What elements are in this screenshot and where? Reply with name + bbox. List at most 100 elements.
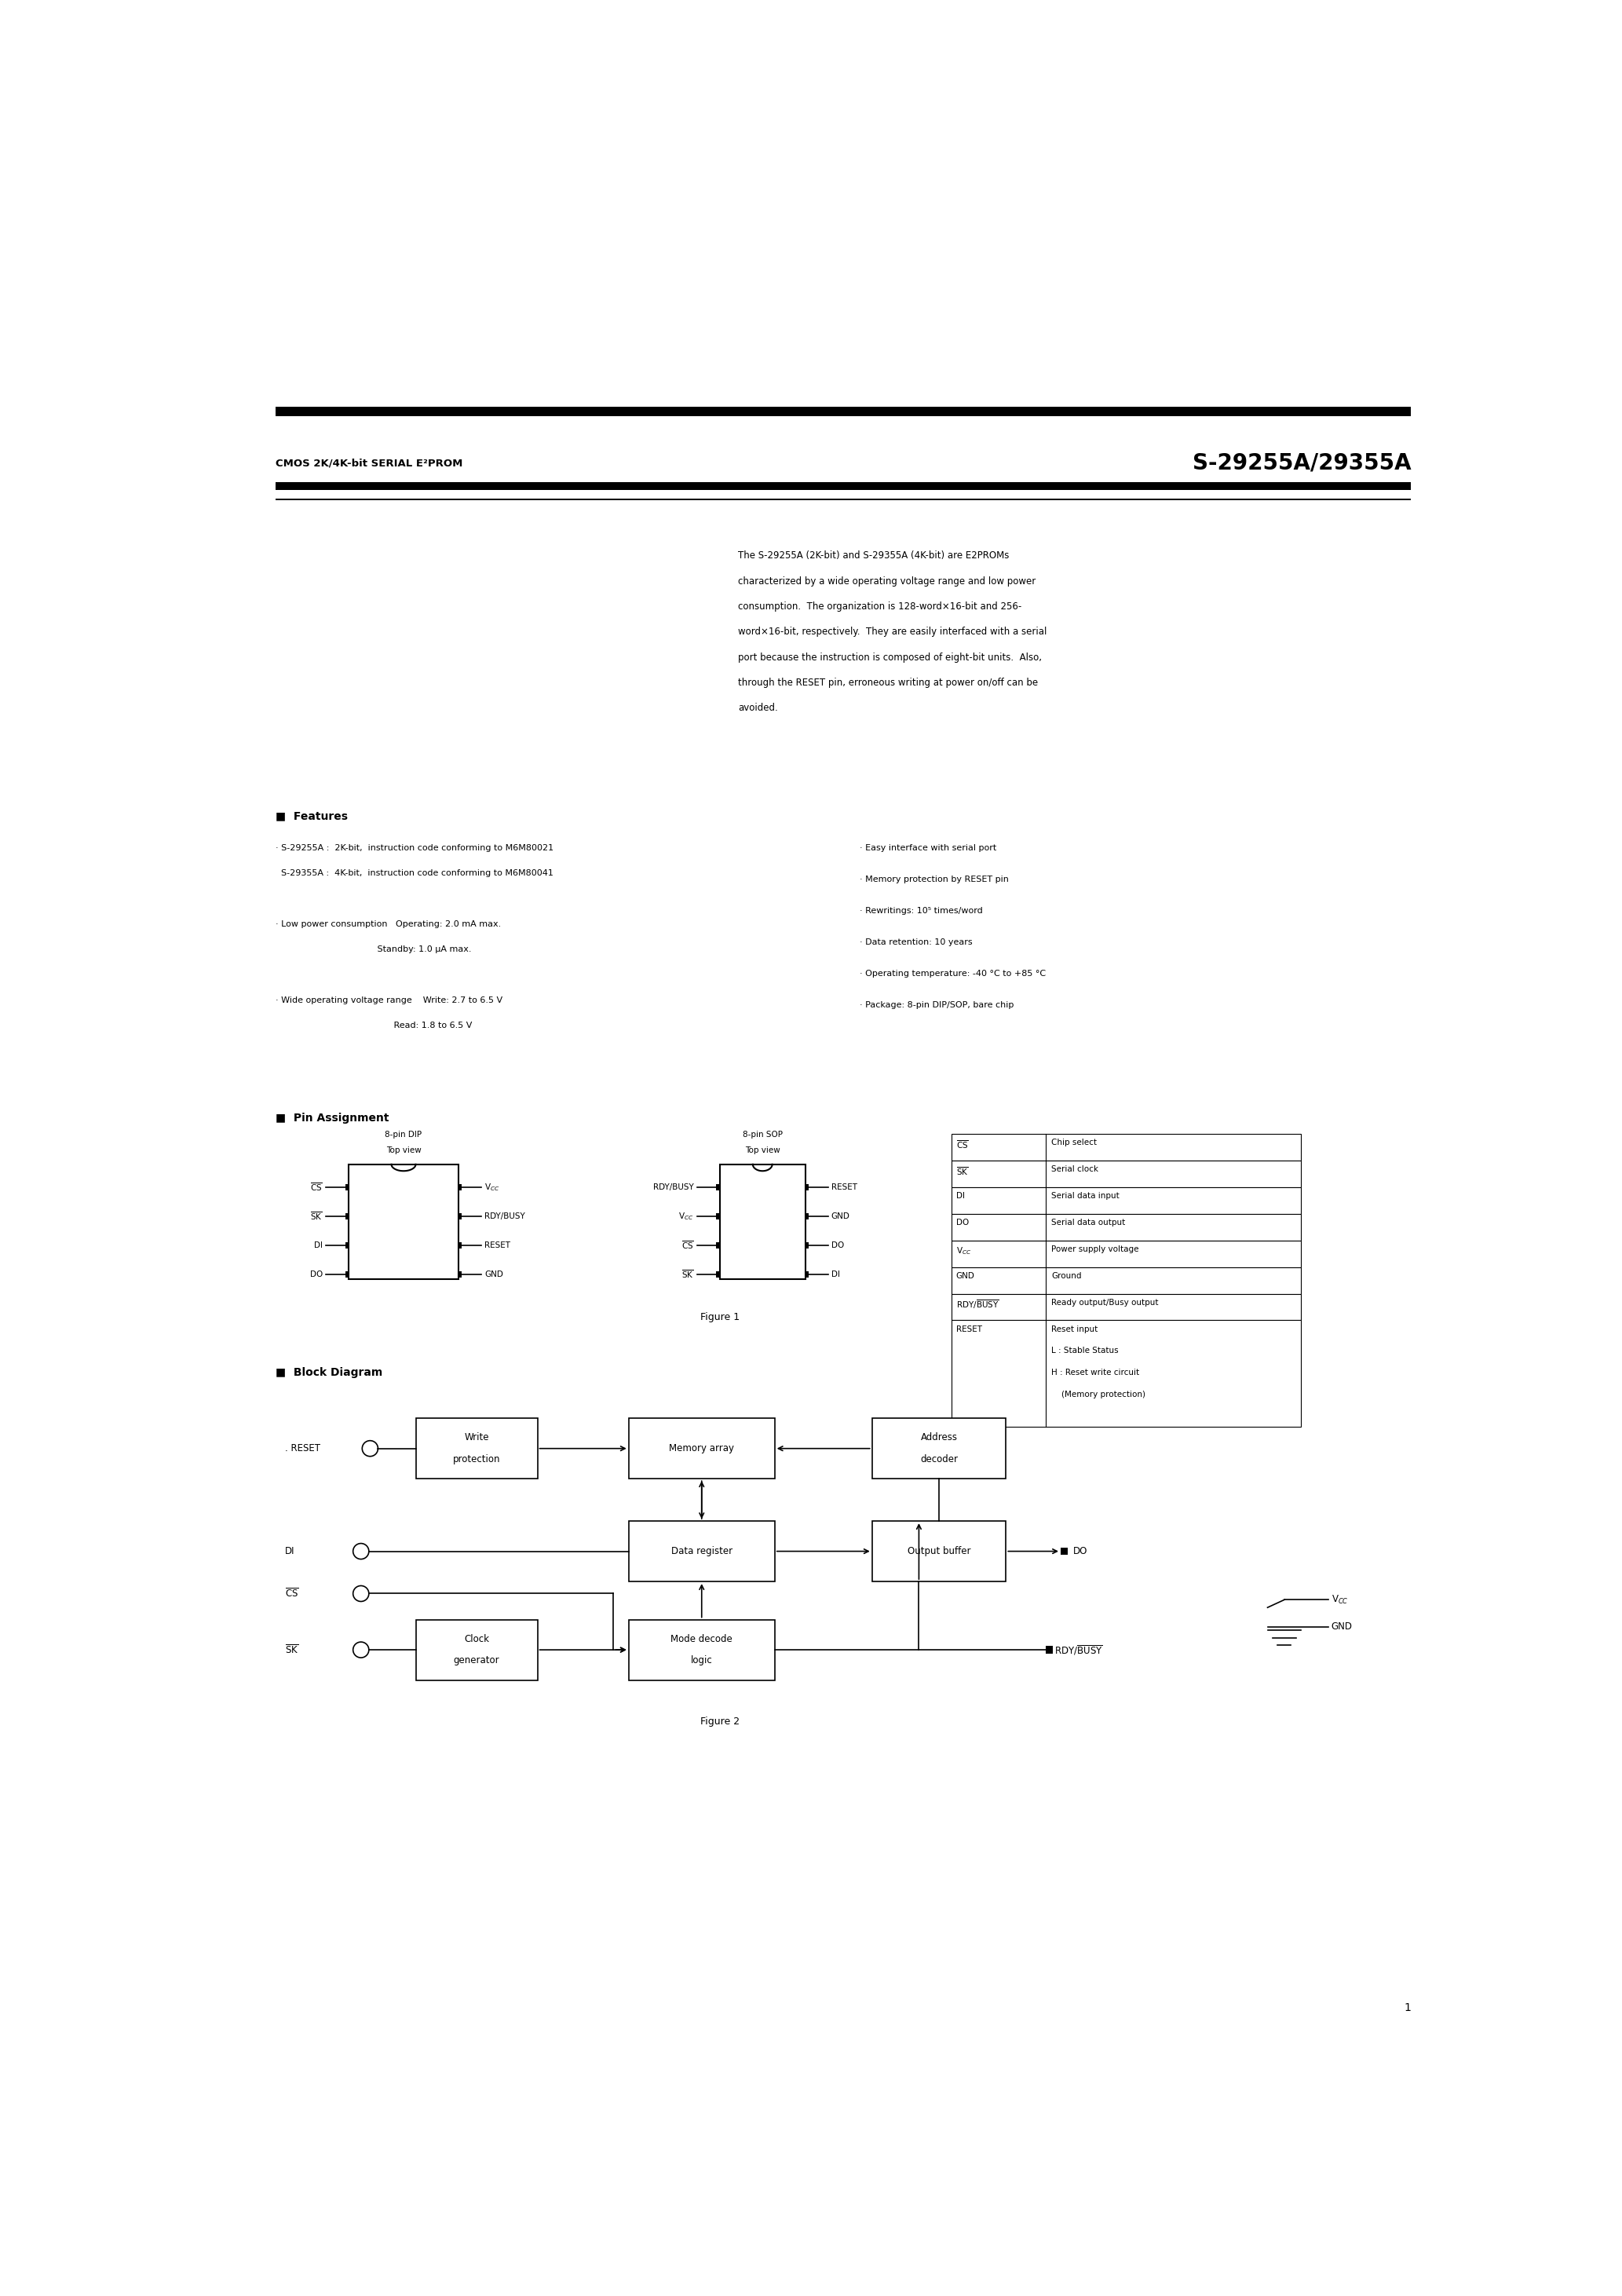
Bar bbox=[873, 1419, 1006, 1479]
Text: decoder: decoder bbox=[920, 1453, 959, 1465]
Text: RDY/$\overline{\rm BUSY}$: RDY/$\overline{\rm BUSY}$ bbox=[1054, 1644, 1103, 1655]
Text: · Low power consumption   Operating: 2.0 mA max.: · Low power consumption Operating: 2.0 m… bbox=[276, 921, 501, 928]
Text: consumption.  The organization is 128-word×16-bit and 256-: consumption. The organization is 128-wor… bbox=[738, 602, 1022, 611]
Text: DO: DO bbox=[955, 1219, 968, 1226]
Text: . RESET: . RESET bbox=[285, 1444, 320, 1453]
Text: GND: GND bbox=[955, 1272, 975, 1279]
Text: Top view: Top view bbox=[744, 1146, 780, 1155]
Text: Memory array: Memory array bbox=[670, 1444, 735, 1453]
Text: 8-pin SOP: 8-pin SOP bbox=[743, 1132, 782, 1139]
Text: DI: DI bbox=[955, 1192, 965, 1201]
Text: V$_{CC}$: V$_{CC}$ bbox=[1332, 1593, 1348, 1605]
Text: GND: GND bbox=[1332, 1621, 1353, 1632]
Text: S-29355A :  4K-bit,  instruction code conforming to M6M80041: S-29355A : 4K-bit, instruction code conf… bbox=[276, 870, 553, 877]
Bar bbox=[459, 1242, 462, 1249]
Bar bbox=[950, 1162, 1301, 1187]
Text: Standby: 1.0 μA max.: Standby: 1.0 μA max. bbox=[276, 946, 472, 953]
Bar bbox=[805, 1272, 809, 1277]
Bar bbox=[950, 1293, 1301, 1320]
Text: RDY/BUSY: RDY/BUSY bbox=[485, 1212, 526, 1219]
Text: RDY/$\overline{\rm BUSY}$: RDY/$\overline{\rm BUSY}$ bbox=[955, 1300, 999, 1311]
Text: RESET: RESET bbox=[485, 1242, 511, 1249]
Bar bbox=[950, 1267, 1301, 1293]
Text: L : Stable Status: L : Stable Status bbox=[1051, 1348, 1119, 1355]
Bar bbox=[415, 1419, 537, 1479]
Bar bbox=[276, 482, 1411, 489]
Text: characterized by a wide operating voltage range and low power: characterized by a wide operating voltag… bbox=[738, 576, 1036, 585]
Bar bbox=[717, 1212, 720, 1219]
Text: S-29255A/29355A: S-29255A/29355A bbox=[1192, 452, 1411, 473]
Bar bbox=[345, 1185, 349, 1189]
Text: RESET: RESET bbox=[955, 1325, 981, 1334]
Bar bbox=[805, 1242, 809, 1249]
Text: Serial clock: Serial clock bbox=[1051, 1166, 1098, 1173]
Text: · Wide operating voltage range    Write: 2.7 to 6.5 V: · Wide operating voltage range Write: 2.… bbox=[276, 996, 503, 1003]
Bar bbox=[276, 409, 1411, 416]
Text: port because the instruction is composed of eight-bit units.  Also,: port because the instruction is composed… bbox=[738, 652, 1041, 664]
Text: Top view: Top view bbox=[386, 1146, 422, 1155]
Text: $\overline{\rm SK}$: $\overline{\rm SK}$ bbox=[955, 1166, 968, 1178]
Text: $\overline{\rm SK}$: $\overline{\rm SK}$ bbox=[681, 1270, 694, 1281]
Text: Read: 1.8 to 6.5 V: Read: 1.8 to 6.5 V bbox=[276, 1022, 472, 1029]
Text: DO: DO bbox=[832, 1242, 843, 1249]
Text: Address: Address bbox=[921, 1433, 957, 1442]
Text: GND: GND bbox=[832, 1212, 850, 1219]
Bar bbox=[1061, 1548, 1067, 1554]
Text: avoided.: avoided. bbox=[738, 703, 779, 714]
Text: through the RESET pin, erroneous writing at power on/off can be: through the RESET pin, erroneous writing… bbox=[738, 677, 1038, 689]
Bar bbox=[345, 1242, 349, 1249]
Bar bbox=[950, 1240, 1301, 1267]
Text: Clock: Clock bbox=[464, 1635, 490, 1644]
Text: $\overline{\rm CS}$: $\overline{\rm CS}$ bbox=[310, 1182, 323, 1194]
Text: DO: DO bbox=[1072, 1545, 1087, 1557]
Text: Mode decode: Mode decode bbox=[672, 1635, 733, 1644]
Text: Ground: Ground bbox=[1051, 1272, 1082, 1279]
Bar bbox=[415, 1619, 537, 1681]
Text: Serial data input: Serial data input bbox=[1051, 1192, 1119, 1201]
Text: Serial data output: Serial data output bbox=[1051, 1219, 1126, 1226]
Text: ■  Block Diagram: ■ Block Diagram bbox=[276, 1366, 383, 1378]
Bar bbox=[873, 1520, 1006, 1582]
Text: logic: logic bbox=[691, 1655, 712, 1667]
Text: GND: GND bbox=[485, 1270, 503, 1279]
Text: Data register: Data register bbox=[672, 1545, 733, 1557]
Bar bbox=[950, 1320, 1301, 1426]
Text: Figure 1: Figure 1 bbox=[701, 1313, 740, 1322]
Text: DI: DI bbox=[285, 1545, 295, 1557]
Bar bbox=[459, 1212, 462, 1219]
Bar bbox=[345, 1272, 349, 1277]
Text: H : Reset write circuit: H : Reset write circuit bbox=[1051, 1368, 1140, 1378]
Text: RDY/BUSY: RDY/BUSY bbox=[654, 1182, 694, 1192]
Bar bbox=[950, 1187, 1301, 1215]
Text: · Rewritings: 10⁵ times/word: · Rewritings: 10⁵ times/word bbox=[860, 907, 983, 914]
Bar bbox=[459, 1185, 462, 1189]
Text: generator: generator bbox=[454, 1655, 500, 1667]
Text: · Package: 8-pin DIP/SOP, bare chip: · Package: 8-pin DIP/SOP, bare chip bbox=[860, 1001, 1014, 1010]
Text: 1: 1 bbox=[1405, 2002, 1411, 2014]
Text: · Memory protection by RESET pin: · Memory protection by RESET pin bbox=[860, 875, 1009, 884]
Text: $\overline{\rm CS}$: $\overline{\rm CS}$ bbox=[681, 1240, 694, 1251]
Text: · Data retention: 10 years: · Data retention: 10 years bbox=[860, 939, 973, 946]
Text: (Memory protection): (Memory protection) bbox=[1051, 1391, 1145, 1398]
Text: RESET: RESET bbox=[832, 1182, 856, 1192]
Text: $\overline{\rm CS}$: $\overline{\rm CS}$ bbox=[955, 1139, 968, 1150]
Bar bbox=[1046, 1646, 1053, 1653]
Text: 8-pin DIP: 8-pin DIP bbox=[384, 1132, 422, 1139]
Text: Reset input: Reset input bbox=[1051, 1325, 1098, 1334]
Bar bbox=[349, 1164, 459, 1279]
Text: Write: Write bbox=[464, 1433, 488, 1442]
Bar bbox=[629, 1520, 775, 1582]
Text: word×16-bit, respectively.  They are easily interfaced with a serial: word×16-bit, respectively. They are easi… bbox=[738, 627, 1048, 636]
Bar bbox=[950, 1215, 1301, 1240]
Text: CMOS 2K/4K-bit SERIAL E²PROM: CMOS 2K/4K-bit SERIAL E²PROM bbox=[276, 457, 462, 468]
Text: V$_{CC}$: V$_{CC}$ bbox=[485, 1182, 500, 1192]
Text: Figure 2: Figure 2 bbox=[701, 1717, 740, 1727]
Text: Chip select: Chip select bbox=[1051, 1139, 1096, 1146]
Text: protection: protection bbox=[453, 1453, 500, 1465]
Bar bbox=[950, 1134, 1301, 1162]
Bar bbox=[720, 1164, 805, 1279]
Text: · Easy interface with serial port: · Easy interface with serial port bbox=[860, 845, 996, 852]
Text: Power supply voltage: Power supply voltage bbox=[1051, 1244, 1139, 1254]
Bar bbox=[805, 1185, 809, 1189]
Text: Output buffer: Output buffer bbox=[907, 1545, 970, 1557]
